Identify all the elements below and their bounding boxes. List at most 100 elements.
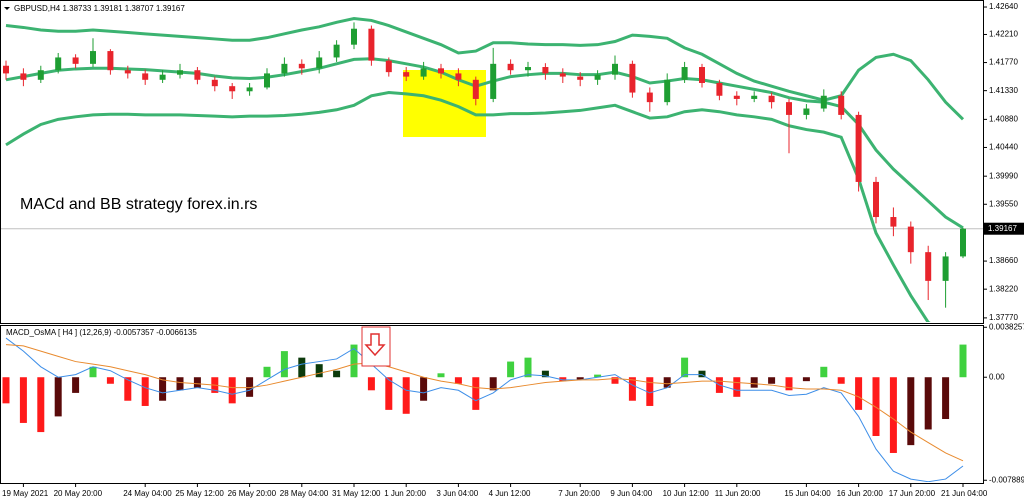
x-tick-label: 15 Jun 04:00 [784,489,831,498]
candle-body [507,63,514,71]
histogram-bar [19,377,27,423]
histogram-bar [924,377,932,430]
histogram-bar [141,377,149,406]
histogram-bar [176,377,184,391]
histogram-bar [472,377,480,410]
histogram-bar [54,377,62,417]
histogram-bar [959,344,967,378]
x-tick-label: 1 Jun 20:00 [384,489,426,498]
candle-body [699,67,705,83]
candle-body [159,74,166,80]
y-tick-label: -0.0078896 [989,475,1024,484]
histogram-bar [402,377,410,414]
candle-body [803,108,810,115]
price-frame [0,0,984,324]
candle-body [298,63,305,69]
histogram-bar [872,377,880,436]
candle-body [351,28,357,45]
y-tick-label: 1.40880 [989,114,1018,123]
candle-body [960,228,966,257]
candle-body [925,252,932,281]
highlight-zone [403,70,486,137]
histogram-bar [454,377,462,384]
y-tick-label: 1.40440 [989,143,1018,152]
histogram-bar [507,361,515,378]
candle-body [838,95,845,115]
x-tick-label: 10 Jun 12:00 [663,489,710,498]
x-tick-label: 3 Jun 04:00 [436,489,478,498]
oscillator-frame [0,325,984,484]
histogram-bar [280,351,288,378]
candle-body [420,68,427,77]
histogram-bar [420,377,428,401]
histogram-bar [246,377,254,397]
histogram-bar [489,377,497,391]
histogram-bar [72,377,80,393]
histogram-bar [333,370,341,378]
candle-body [751,95,758,99]
candle-body [3,65,9,74]
band-middle [5,57,964,230]
histogram-bar [681,357,689,378]
candle-body [681,67,688,80]
candle-body [786,102,792,115]
candle-body [385,60,392,73]
x-tick-label: 16 Jun 20:00 [837,489,884,498]
x-tick-label: 17 Jun 20:00 [889,489,936,498]
histogram-bar [785,377,793,391]
histogram-bar [159,377,167,401]
histogram-bar [89,366,97,378]
y-tick-label: 1.41330 [989,86,1018,95]
histogram-bar [228,377,236,404]
candle-body [907,226,914,253]
x-tick-label: 4 Jun 12:00 [489,489,531,498]
candle-body [733,95,740,99]
histogram-bar [802,377,810,382]
candle-body [438,68,444,74]
down-arrow [364,333,386,357]
candle-body [316,57,323,69]
candle-body [629,63,636,93]
x-tick-label: 24 May 04:00 [123,489,172,498]
y-tick-label: 1.39990 [989,171,1018,180]
candle-body [664,79,671,103]
y-tick-label: 1.38660 [989,256,1018,265]
x-tick-label: 19 May 2021 [2,489,49,498]
histogram-bar [698,370,706,378]
histogram-bar [646,377,654,406]
x-tick-label: 11 Jun 20:00 [715,489,761,498]
candle-body [942,256,949,281]
candle-body [594,74,601,80]
x-tick-label: 25 May 12:00 [175,489,224,498]
x-tick-label: 7 Jun 20:00 [558,489,600,498]
signal-line [5,344,964,462]
oscillator-panel [2,337,967,482]
histogram-bar [541,370,549,378]
candle-body [612,63,618,75]
x-tick-label: 20 May 20:00 [54,489,103,498]
candle-body [490,63,497,99]
x-tick-label: 21 Jun 04:00 [941,489,988,498]
y-tick-label: 1.39550 [989,199,1018,208]
candle-body [142,73,149,80]
candle-body [90,51,96,64]
histogram-bar [124,377,132,401]
candle-body [455,73,462,80]
candle-body [264,73,270,88]
candle-body [873,181,879,218]
histogram-bar [315,364,323,378]
histogram-bar [594,374,602,378]
candle-body [55,57,62,71]
histogram-bar [837,377,845,384]
candle-body [855,114,862,182]
signal-arrow [361,326,391,367]
y-tick-label: 0.00 [989,372,1005,381]
candle-body [211,79,218,87]
candle-body [107,51,114,71]
band-lower [5,91,931,322]
histogram-bar [263,366,271,378]
candle-body [577,76,584,80]
y-tick-label: 0.0038257 [989,322,1024,331]
